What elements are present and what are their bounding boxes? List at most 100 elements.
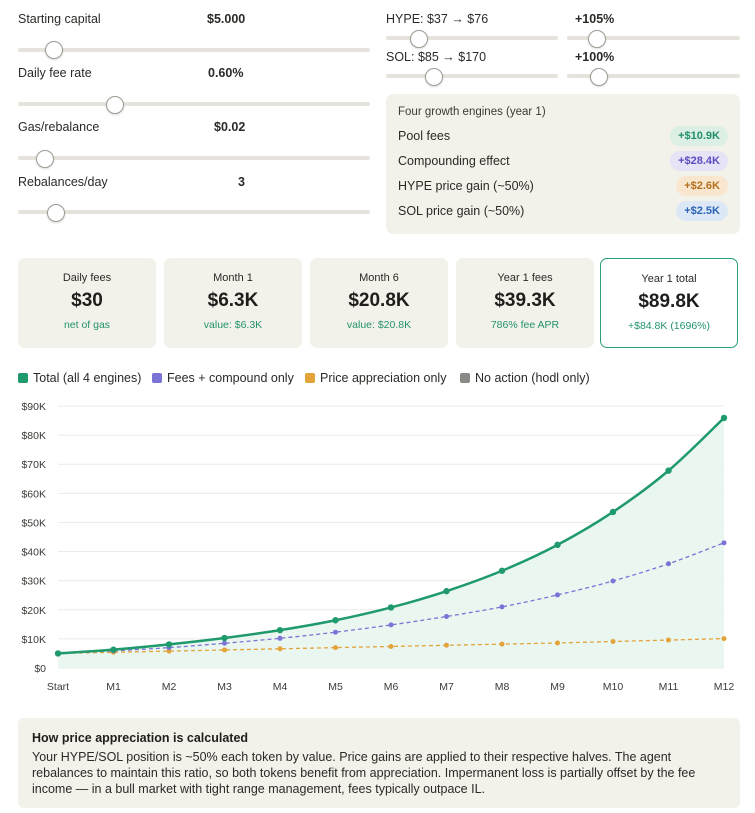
sol-target-slider-track[interactable]: [567, 74, 740, 78]
data-point: [443, 587, 450, 595]
gas-rebalance-slider-thumb[interactable]: [36, 150, 54, 168]
starting-capital-slider-thumb[interactable]: [45, 41, 63, 59]
data-point: [666, 561, 671, 567]
card-subtext: value: $6.3K: [203, 319, 263, 331]
data-point: [166, 648, 172, 654]
card-title: Daily fees: [62, 272, 112, 284]
hype-target-slider-thumb[interactable]: [588, 30, 606, 48]
daily-fee-rate-value: 0.60%: [208, 66, 244, 80]
data-point: [498, 567, 506, 574]
legend-item-total[interactable]: Total (all 4 engines): [18, 371, 141, 385]
note-body: Your HYPE/SOL position is ~50% each toke…: [32, 750, 696, 796]
note-title: How price appreciation is calculated: [32, 731, 249, 745]
growth-engines-title: Four growth engines (year 1): [398, 106, 546, 118]
legend-item-price-appreciation[interactable]: Price appreciation only: [305, 371, 446, 385]
gas-rebalance-slider-track[interactable]: [18, 156, 370, 160]
x-tick-label: M8: [495, 681, 510, 693]
card-value: $39.3K: [494, 290, 556, 311]
x-tick-label: M5: [328, 681, 343, 693]
y-tick-label: $40K: [21, 547, 46, 559]
engine-name: SOL price gain (~50%): [398, 204, 525, 218]
gas-rebalance-label: Gas/rebalance: [18, 120, 100, 134]
card-subtext: value: $20.8K: [346, 319, 412, 331]
data-point: [388, 622, 394, 628]
legend-swatch: [152, 373, 162, 383]
rebalances-day-slider-thumb[interactable]: [47, 204, 65, 222]
y-tick-label: $70K: [21, 459, 46, 471]
y-axis: $0 $10K $20K $30K $40K $50K $60K $70K $80K $90K: [21, 401, 46, 675]
legend-item-no-action[interactable]: No action (hodl only): [460, 371, 590, 385]
data-point: [333, 629, 338, 635]
hype-start-slider-track[interactable]: [386, 36, 558, 40]
starting-capital-label: Starting capital: [18, 12, 101, 26]
legend-swatch: [18, 373, 28, 383]
legend-swatch: [460, 373, 470, 383]
total-area-fill: [58, 417, 724, 668]
data-point: [610, 578, 616, 584]
card-value: $20.8K: [348, 290, 410, 311]
data-point: [387, 604, 395, 611]
data-point: [555, 640, 560, 646]
legend-label: Total (all 4 engines): [33, 371, 142, 385]
daily-fee-rate-slider-thumb[interactable]: [106, 96, 124, 114]
legend-label: Price appreciation only: [320, 371, 447, 385]
month-1-card: Month 1 $6.3K value: $6.3K: [164, 258, 302, 348]
engine-name: Pool fees: [398, 129, 451, 143]
engine-row-pool-fees: Pool fees +$10.9K: [398, 126, 728, 148]
month-6-card: Month 6 $20.8K value: $20.8K: [310, 258, 448, 348]
data-point: [499, 604, 505, 610]
hype-change-value: +105%: [575, 12, 615, 26]
engine-value-badge: +$2.5K: [676, 201, 728, 221]
engine-row-hype-gain: HYPE price gain (~50%) +$2.6K: [398, 176, 728, 198]
engine-name: HYPE price gain (~50%): [398, 179, 534, 193]
y-tick-label: $80K: [21, 430, 46, 442]
hype-target-slider-track[interactable]: [567, 36, 740, 40]
rebalances-day-slider-track[interactable]: [18, 210, 370, 214]
y-tick-label: $10K: [21, 634, 46, 646]
sol-target-slider-thumb[interactable]: [590, 68, 608, 86]
x-tick-label: M11: [659, 681, 679, 693]
x-tick-label: M10: [603, 681, 624, 693]
data-point: [555, 592, 560, 598]
hype-start-slider-thumb[interactable]: [410, 30, 428, 48]
sol-start-slider-track[interactable]: [386, 74, 558, 78]
y-tick-label: $90K: [21, 401, 46, 413]
daily-fee-rate-slider-track[interactable]: [18, 102, 370, 106]
x-tick-label: M12: [714, 681, 735, 693]
engine-value-badge: +$2.6K: [676, 176, 728, 196]
data-point: [610, 639, 616, 645]
legend-label: No action (hodl only): [475, 371, 590, 385]
starting-capital-slider-track[interactable]: [18, 48, 370, 52]
rebalances-day-label: Rebalances/day: [18, 175, 108, 189]
x-axis: Start M1 M2 M3 M4 M5 M6 M7 M8 M9 M10 M11 M12: [47, 681, 734, 693]
legend-swatch: [305, 373, 315, 383]
card-value: $89.8K: [638, 291, 700, 312]
data-point: [444, 642, 449, 648]
data-point: [721, 636, 727, 642]
engine-name: Compounding effect: [398, 154, 510, 168]
data-point: [277, 635, 283, 641]
engine-value-badge: +$28.4K: [670, 151, 728, 171]
sol-change-value: +100%: [575, 50, 615, 64]
card-title: Year 1 total: [641, 273, 697, 285]
card-title: Month 6: [359, 272, 399, 284]
x-tick-label: Start: [47, 681, 69, 693]
x-tick-label: M4: [273, 681, 288, 693]
sol-start-slider-thumb[interactable]: [425, 68, 443, 86]
data-point: [277, 646, 283, 652]
card-value: $6.3K: [207, 290, 259, 311]
data-point: [720, 414, 728, 422]
data-point: [666, 637, 671, 643]
sol-price-label: SOL: $85 → $170: [386, 50, 487, 64]
y-tick-label: $50K: [21, 517, 46, 529]
legend-item-fees-compound[interactable]: Fees + compound only: [152, 371, 294, 385]
data-point: [110, 646, 117, 653]
x-tick-label: M1: [106, 681, 121, 693]
rebalances-day-value: 3: [238, 175, 245, 189]
year-1-fees-card: Year 1 fees $39.3K 786% fee APR: [456, 258, 594, 348]
engine-value-badge: +$10.9K: [670, 126, 728, 146]
price-appreciation-note: How price appreciation is calculated You…: [18, 718, 740, 808]
year-1-total-card: Year 1 total $89.8K +$84.8K (1696%): [600, 258, 738, 348]
y-tick-label: $30K: [21, 576, 46, 588]
engine-row-compounding: Compounding effect +$28.4K: [398, 151, 728, 173]
